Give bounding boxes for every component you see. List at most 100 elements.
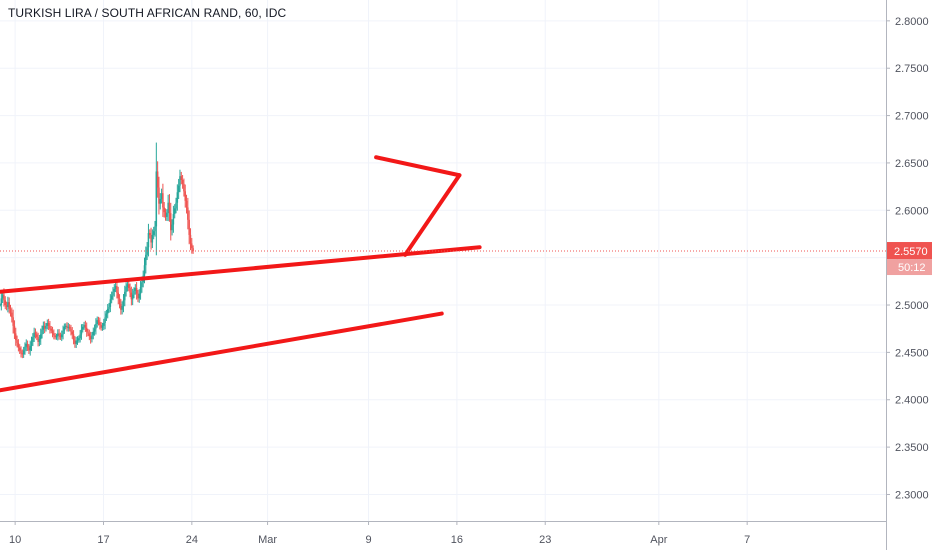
candle-body [15,333,17,341]
candle-body [78,338,80,341]
candle-body [17,342,20,348]
chart-title: TURKISH LIRA / SOUTH AFRICAN RAND, 60, I… [8,6,287,20]
candle-body [147,233,150,248]
candle-body [95,323,97,329]
x-tick-label: 9 [365,534,371,546]
candle-body [62,330,64,335]
candle-body [5,305,8,307]
candle-body [33,332,35,338]
candle-body [49,325,51,329]
candle-body [4,300,7,306]
x-tick-label: Mar [258,534,277,546]
candle-body [137,293,139,299]
candle-body [160,193,163,199]
candle-body [125,287,127,292]
candle-body [114,286,117,289]
candle-body [183,183,185,192]
candle-body [109,299,112,307]
channel-lower-line [0,311,444,393]
candle-body [138,293,140,299]
y-tick-label: 2.4500 [895,347,929,359]
triangle-top-line [374,155,462,178]
candle-body [16,340,18,343]
candle-body [151,234,154,243]
candle-body [124,291,126,301]
candle-body [11,312,13,318]
candle-body [58,333,60,336]
candle-body [184,191,186,201]
candle-body [91,335,93,340]
candle-body [134,287,137,291]
candle-body [34,332,37,335]
candle-body [18,347,21,351]
candle-body [66,325,68,328]
candle-body [70,328,72,332]
candle-body [83,324,85,327]
candle-body [96,320,98,324]
candle-body [159,198,162,204]
candle-body [29,345,31,351]
candle-body [26,343,29,348]
candle-body [88,333,91,337]
candle-body [79,334,81,339]
candle-body [135,287,138,294]
candle-body [187,207,189,220]
candle-body [116,286,118,293]
candle-body [68,326,71,329]
candle-body [113,288,116,292]
candle-body [53,333,55,336]
price-label: 2.5570 [894,246,928,258]
candle-body [92,331,95,336]
candle-body [168,202,171,214]
y-tick-label: 2.3500 [895,442,929,454]
candle-body [155,171,158,227]
candle-body [28,347,30,351]
candle-body [54,335,56,338]
candle-body [51,330,54,334]
candle-body [172,214,175,225]
candle-body [97,320,100,323]
candle-body [45,325,47,329]
y-tick-label: 2.6000 [895,205,929,217]
candle-body [110,295,113,300]
candle-body [181,179,184,184]
candle-body [164,212,167,217]
candles [0,142,194,359]
candle-body [25,343,28,347]
candle-body [105,313,108,318]
triangle-side-line [403,173,462,257]
candle-body [13,325,16,334]
candle-body [154,226,156,232]
candle-body [120,304,122,310]
candle-body [173,208,176,215]
y-tick-label: 2.7500 [895,63,929,75]
candle-body [166,213,168,217]
candle-body [152,231,155,235]
channel-upper-line [0,245,482,294]
candle-body [179,176,181,186]
candle-body [191,243,193,249]
candle-body [76,340,79,342]
candle-body [121,305,123,310]
candle-body [41,329,43,335]
x-tick-label: Apr [650,534,667,546]
candle-body [171,224,173,231]
candle-body [175,202,177,209]
candle-body [0,298,3,306]
y-tick-label: 2.3000 [895,489,929,501]
candle-body [74,340,76,344]
candle-body [117,292,119,299]
candle-body [188,219,190,235]
x-tick-label: 24 [186,534,198,546]
grid [0,0,886,521]
candle-body [75,341,77,344]
candle-body [108,306,110,309]
price-label-box [887,242,932,260]
candle-body [104,317,106,324]
candle-body [22,350,25,355]
candle-body [163,207,165,213]
candle-body [93,328,96,332]
candle-body [130,292,133,300]
candle-body [170,213,172,231]
